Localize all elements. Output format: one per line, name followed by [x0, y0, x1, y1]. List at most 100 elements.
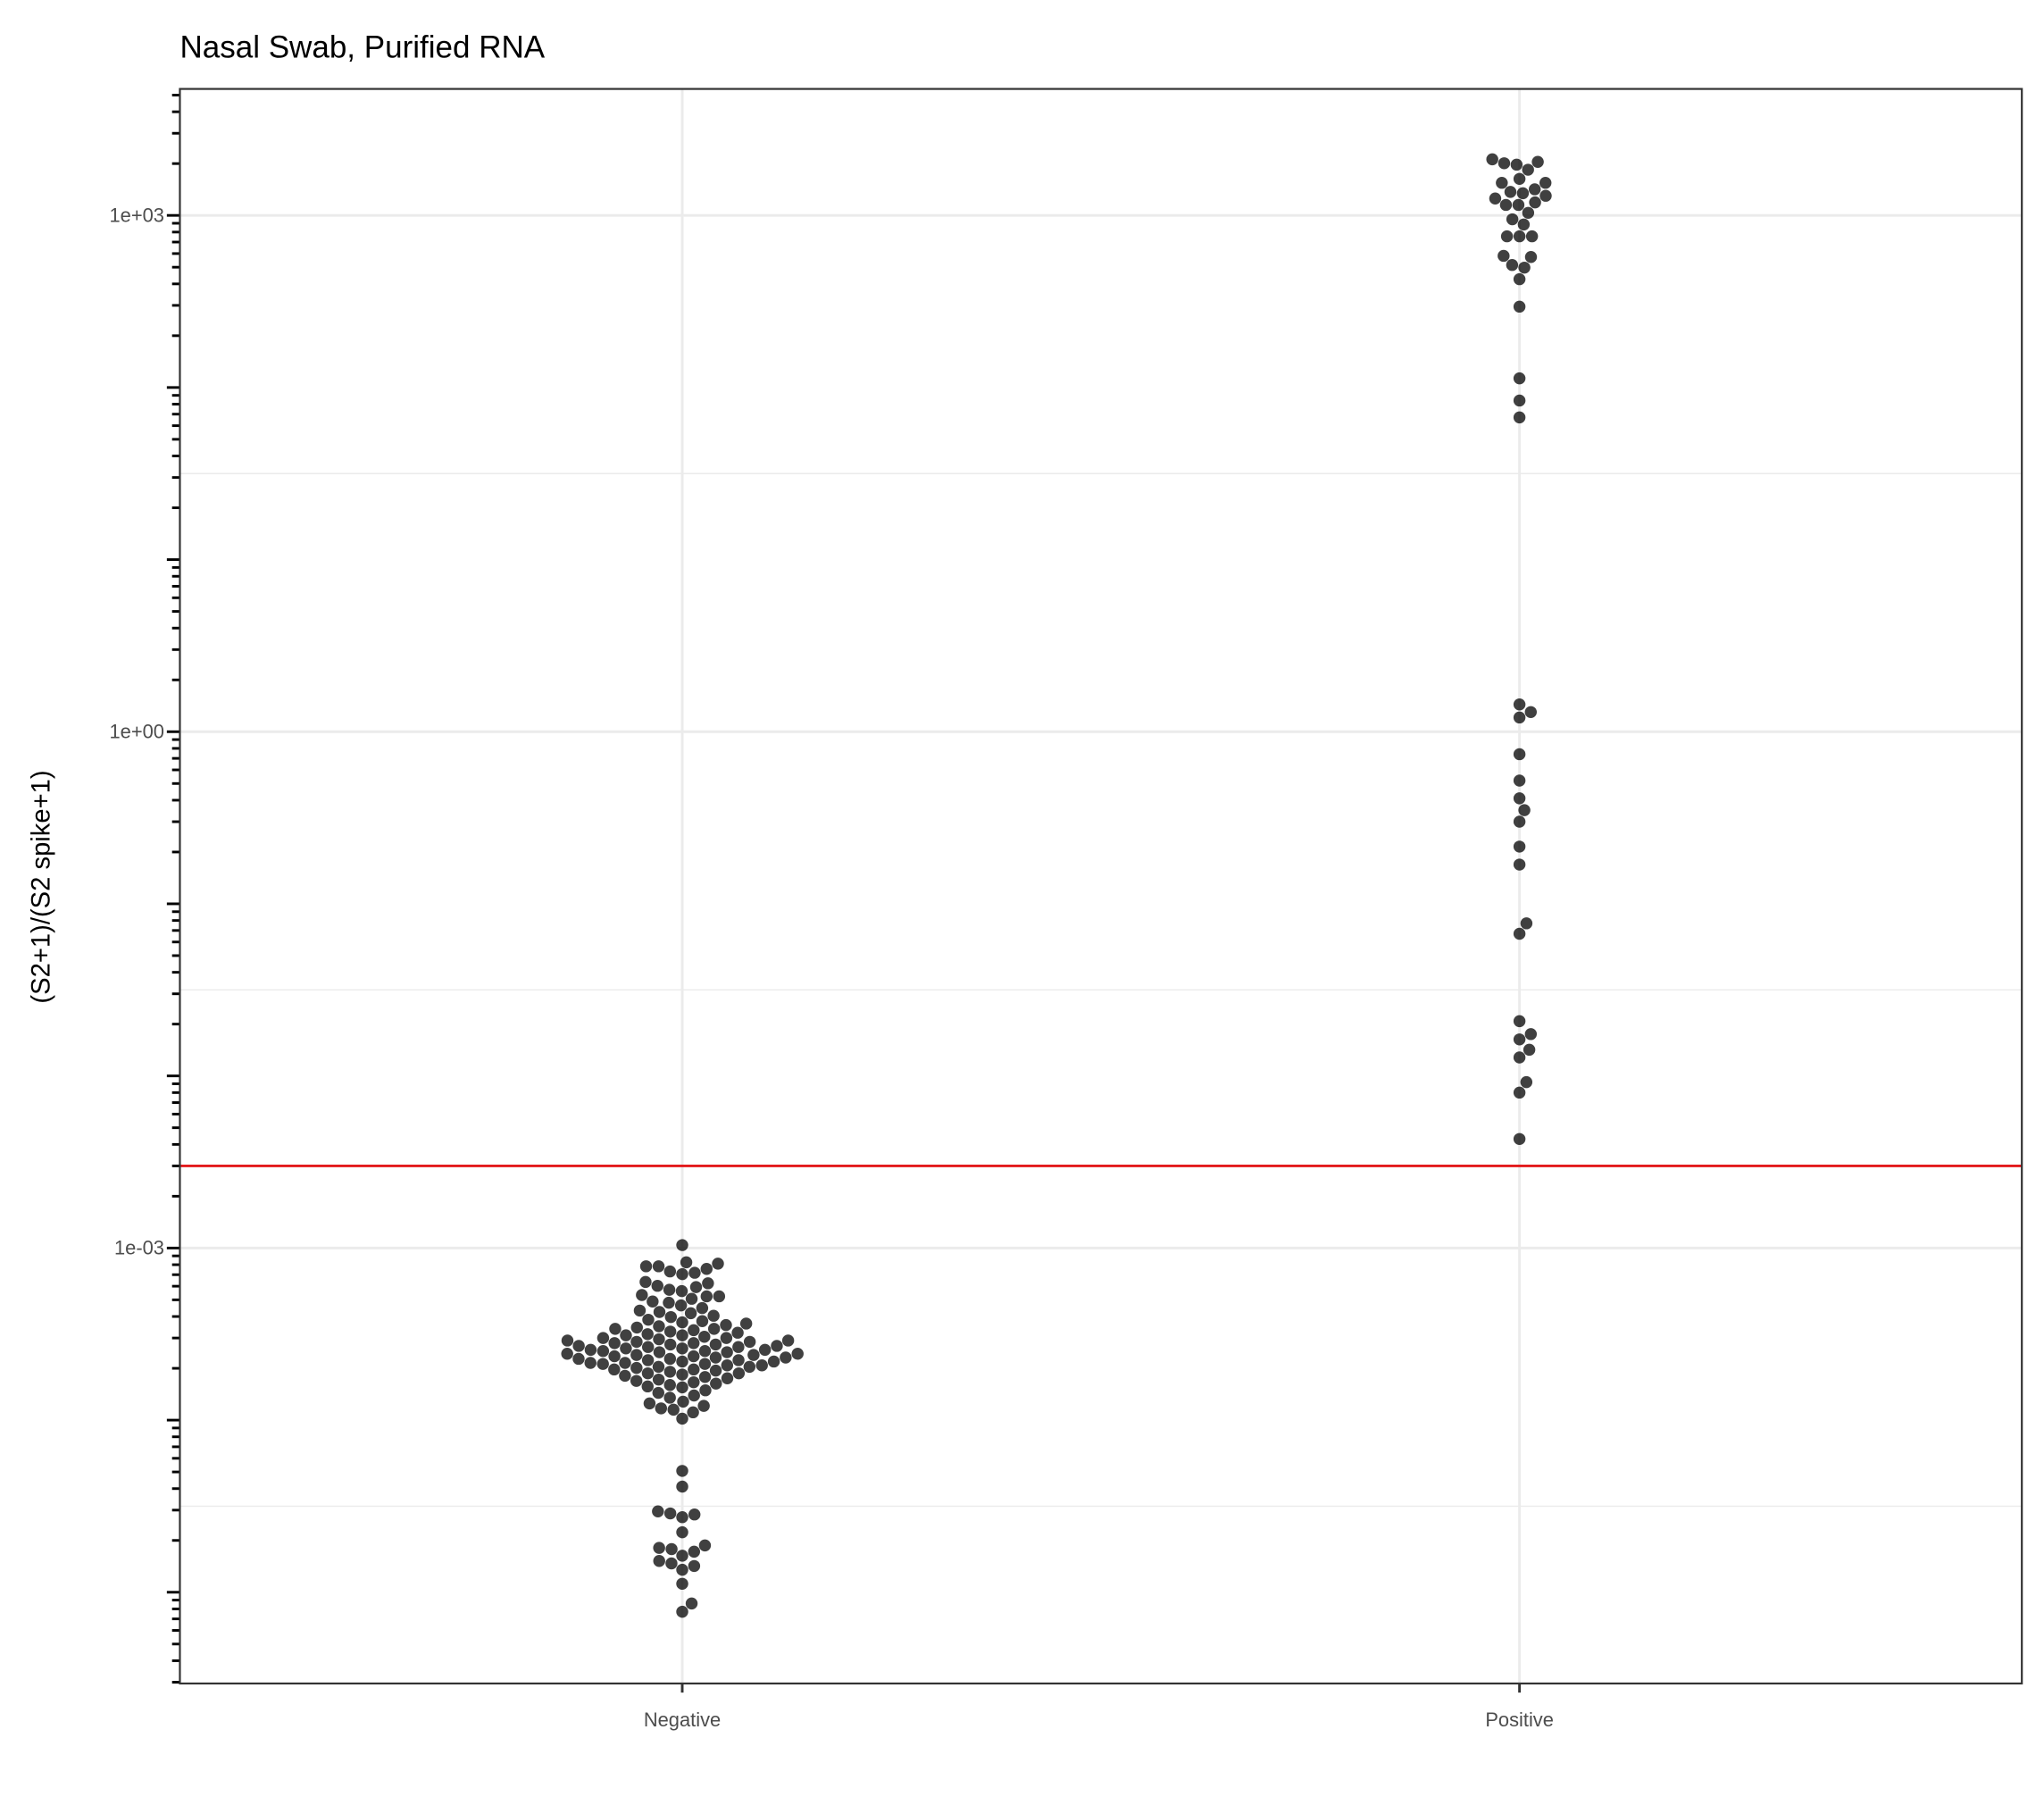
data-point [630, 1335, 643, 1349]
data-point [710, 1377, 722, 1390]
y-tick-label: 1e+00 [109, 721, 163, 743]
data-point [709, 1351, 722, 1364]
data-point [641, 1328, 654, 1341]
data-point [685, 1597, 698, 1610]
data-point [1524, 251, 1538, 263]
data-point [1513, 411, 1526, 424]
data-point [698, 1358, 712, 1370]
data-point [655, 1402, 668, 1415]
data-point [687, 1406, 699, 1419]
data-point [1513, 1033, 1526, 1046]
data-point [721, 1346, 733, 1358]
data-point [1539, 176, 1552, 189]
data-point [1513, 748, 1526, 761]
data-point [676, 1267, 688, 1281]
data-point [620, 1342, 632, 1355]
data-point [1513, 792, 1526, 805]
data-point [702, 1277, 714, 1290]
data-point [676, 1525, 688, 1539]
data-point [663, 1507, 677, 1520]
data-point [608, 1350, 621, 1363]
data-point [699, 1383, 712, 1397]
data-point [653, 1320, 665, 1333]
data-point [676, 1412, 688, 1425]
data-point [663, 1366, 677, 1378]
data-point [791, 1348, 804, 1360]
data-point [700, 1290, 713, 1303]
data-point [1513, 815, 1526, 828]
data-point [780, 1351, 792, 1364]
x-tick-label: Negative [644, 1709, 721, 1731]
data-point [739, 1317, 753, 1330]
data-point [1513, 1051, 1526, 1064]
data-point [663, 1352, 677, 1366]
data-point [633, 1304, 647, 1317]
data-point [1499, 198, 1513, 212]
data-point [688, 1375, 700, 1389]
data-point [732, 1341, 745, 1353]
data-point [677, 1395, 689, 1408]
data-point [781, 1334, 795, 1347]
data-point [680, 1256, 693, 1269]
data-point [663, 1283, 676, 1296]
data-point [721, 1372, 734, 1384]
data-point [1522, 163, 1534, 176]
data-point [732, 1354, 745, 1366]
data-point [1498, 249, 1510, 263]
data-point [619, 1357, 631, 1369]
data-point [676, 1465, 688, 1477]
chart-title: Nasal Swab, Purified RNA [179, 30, 545, 65]
data-point [663, 1338, 677, 1351]
data-point [652, 1260, 665, 1273]
data-point [643, 1397, 656, 1410]
data-point [1524, 1028, 1538, 1040]
data-point [619, 1369, 631, 1383]
data-point [675, 1284, 688, 1298]
data-point [676, 1511, 688, 1524]
data-point [584, 1343, 597, 1357]
data-point [767, 1355, 780, 1368]
data-point [663, 1325, 677, 1338]
data-point [561, 1334, 574, 1347]
data-point [698, 1539, 712, 1552]
data-point [1506, 213, 1519, 226]
data-point [1513, 172, 1526, 185]
data-point [651, 1279, 663, 1292]
data-point [1486, 153, 1498, 166]
data-point [1510, 158, 1523, 171]
data-point [1513, 698, 1526, 711]
data-point [689, 1281, 703, 1293]
data-point [653, 1555, 665, 1567]
data-point [688, 1545, 701, 1558]
data-point [698, 1371, 712, 1383]
data-point [1513, 858, 1526, 871]
data-point [653, 1306, 666, 1318]
data-point [676, 1563, 688, 1576]
data-point [641, 1366, 655, 1380]
data-point [697, 1400, 710, 1412]
data-point [1523, 1043, 1536, 1057]
data-point [608, 1337, 621, 1350]
data-point [597, 1332, 610, 1344]
data-point [676, 1342, 688, 1355]
data-point [688, 1350, 700, 1363]
data-point [1517, 218, 1531, 231]
data-point [572, 1340, 585, 1352]
data-point [1528, 183, 1541, 196]
data-point [707, 1309, 720, 1322]
data-point [731, 1326, 744, 1339]
data-point [676, 1381, 688, 1394]
data-point [652, 1386, 664, 1400]
data-point [1513, 1086, 1526, 1099]
data-point [1513, 272, 1526, 286]
data-point [1522, 206, 1535, 220]
data-point [1520, 917, 1533, 930]
data-point [688, 1389, 700, 1402]
data-point [663, 1296, 675, 1309]
x-tick-label: Positive [1485, 1709, 1554, 1731]
data-point [584, 1357, 597, 1369]
data-point [676, 1368, 688, 1381]
data-point [597, 1345, 610, 1358]
data-point [609, 1323, 622, 1335]
